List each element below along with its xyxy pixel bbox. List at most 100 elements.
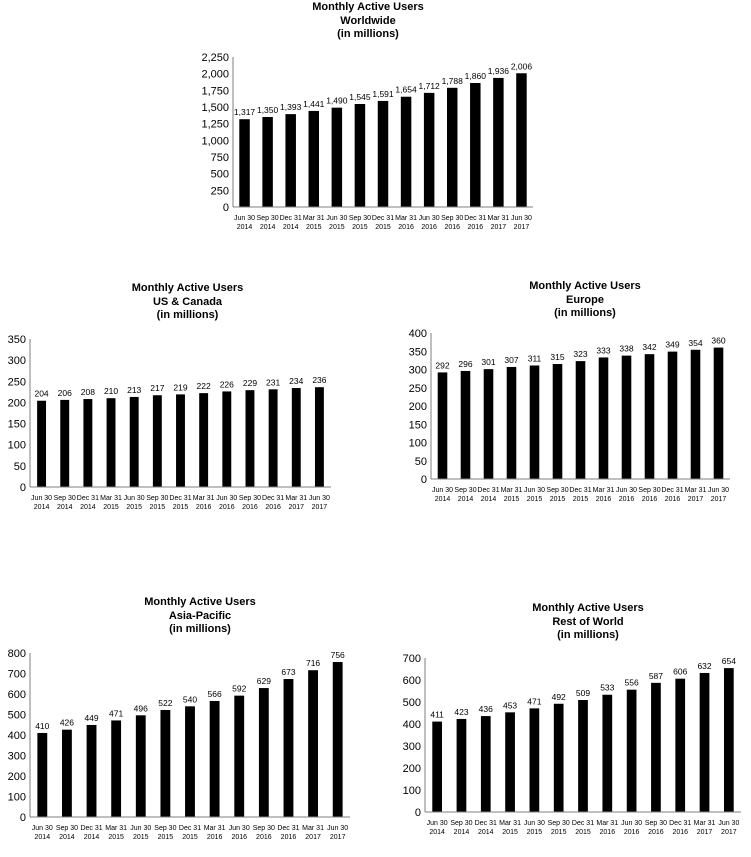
x-tick-label: Mar 31 (105, 825, 127, 832)
data-label: 471 (527, 696, 541, 706)
x-tick-label: Jun 30 (524, 487, 545, 494)
bar (377, 100, 389, 207)
bar (86, 724, 97, 817)
x-tick-label-year: 2015 (375, 224, 391, 231)
data-label: 217 (150, 383, 164, 393)
data-label: 1,936 (488, 66, 510, 76)
x-tick-label-year: 2016 (421, 224, 437, 231)
data-label: 606 (673, 667, 687, 677)
y-tick-label: 200 (8, 771, 26, 783)
bar (505, 712, 515, 812)
data-label: 716 (306, 658, 320, 668)
data-label: 1,788 (442, 76, 464, 86)
x-tick-label-year: 2014 (80, 504, 96, 511)
data-label: 333 (596, 345, 610, 355)
chart-subtitle: Rest of World (552, 615, 624, 628)
data-label: 231 (266, 377, 280, 387)
x-tick-label: Dec 31 (661, 487, 683, 494)
data-label: 471 (109, 708, 123, 718)
data-label: 411 (430, 710, 444, 720)
bar (529, 708, 540, 812)
x-tick-label: Sep 30 (450, 820, 472, 827)
y-tick-label: 600 (8, 689, 26, 701)
data-label: 2,006 (511, 61, 533, 71)
bar (493, 77, 504, 207)
bar (470, 83, 481, 207)
bar (644, 354, 655, 479)
bar (308, 670, 318, 817)
y-tick-label: 0 (415, 807, 421, 819)
x-tick-label: Sep 30 (146, 495, 168, 502)
bar (553, 703, 564, 812)
bar (332, 662, 343, 817)
y-tick-label: 200 (409, 401, 427, 413)
chart-title-block: Monthly Active Users Europe (in millions… (425, 280, 745, 321)
x-tick-label-year: 2015 (527, 496, 543, 503)
y-tick-label: 150 (409, 419, 427, 431)
x-tick-label-year: 2015 (575, 829, 591, 836)
x-tick-label: Jun 30 (309, 495, 330, 502)
y-tick-label: 150 (8, 419, 26, 431)
chart-unit-label: (in millions) (554, 307, 616, 319)
data-label: 556 (625, 678, 639, 688)
y-tick-label: 500 (211, 169, 229, 181)
x-tick-label-year: 2017 (711, 496, 727, 503)
x-tick-label-year: 2015 (150, 504, 166, 511)
data-label: 234 (289, 376, 303, 386)
bar (460, 370, 471, 479)
x-tick-label: Jun 30 (432, 487, 453, 494)
x-tick-label: Jun 30 (234, 215, 255, 222)
y-tick-label: 400 (403, 719, 421, 731)
data-label: 323 (573, 349, 587, 359)
x-tick-label: Dec 31 (179, 825, 201, 832)
x-tick-label-year: 2015 (103, 504, 119, 511)
chart-title-block: Monthly Active Users Worldwide (in milli… (193, 1, 543, 42)
x-tick-label: Jun 30 (419, 215, 440, 222)
chart-subtitle: US & Canada (152, 295, 223, 308)
bar (432, 721, 443, 812)
chart-rest-of-world: Monthly Active Users Rest of World (in m… (395, 598, 751, 848)
data-label: 654 (722, 656, 736, 666)
x-tick-label-year: 2016 (665, 496, 681, 503)
x-tick-label: Mar 31 (204, 825, 226, 832)
x-tick-label-year: 2015 (173, 504, 189, 511)
x-tick-label: Jun 30 (708, 487, 729, 494)
bar (480, 716, 491, 812)
x-tick-label-year: 2016 (196, 504, 212, 511)
x-tick-label: Mar 31 (302, 825, 324, 832)
chart-plot: 0 100 200 300 400 500 600 700 411 Jun 30 2014 423 Se… (403, 653, 741, 836)
data-label: 213 (127, 385, 141, 395)
bar (723, 668, 734, 812)
x-tick-label-year: 2015 (108, 834, 124, 841)
x-tick-label-year: 2015 (182, 834, 198, 841)
data-label: 1,393 (280, 102, 302, 112)
bar (209, 700, 220, 817)
x-tick-label: Mar 31 (193, 495, 215, 502)
bar (62, 729, 72, 817)
bar (222, 391, 232, 487)
x-tick-label-year: 2016 (672, 829, 688, 836)
x-tick-label-year: 2015 (527, 829, 543, 836)
bar (578, 700, 588, 812)
x-tick-label: Jun 30 (427, 820, 448, 827)
bar (667, 351, 678, 479)
x-tick-label-year: 2016 (231, 834, 247, 841)
x-tick-label: Dec 31 (77, 495, 99, 502)
y-tick-label: 500 (403, 697, 421, 709)
x-tick-label-year: 2016 (444, 224, 460, 231)
x-tick-label-year: 2016 (600, 829, 616, 836)
data-label: 410 (35, 721, 49, 731)
x-tick-label-year: 2014 (34, 504, 50, 511)
x-tick-label: Sep 30 (239, 495, 261, 502)
data-label: 587 (649, 671, 663, 681)
bar (111, 720, 122, 817)
data-label: 1,490 (326, 96, 348, 106)
x-tick-label-year: 2014 (435, 496, 451, 503)
bar (152, 395, 162, 487)
data-label: 423 (454, 707, 468, 717)
bar (690, 349, 701, 479)
bar (176, 394, 185, 487)
data-label: 315 (550, 352, 564, 362)
y-tick-label: 0 (223, 202, 229, 214)
x-tick-label-year: 2017 (330, 834, 346, 841)
